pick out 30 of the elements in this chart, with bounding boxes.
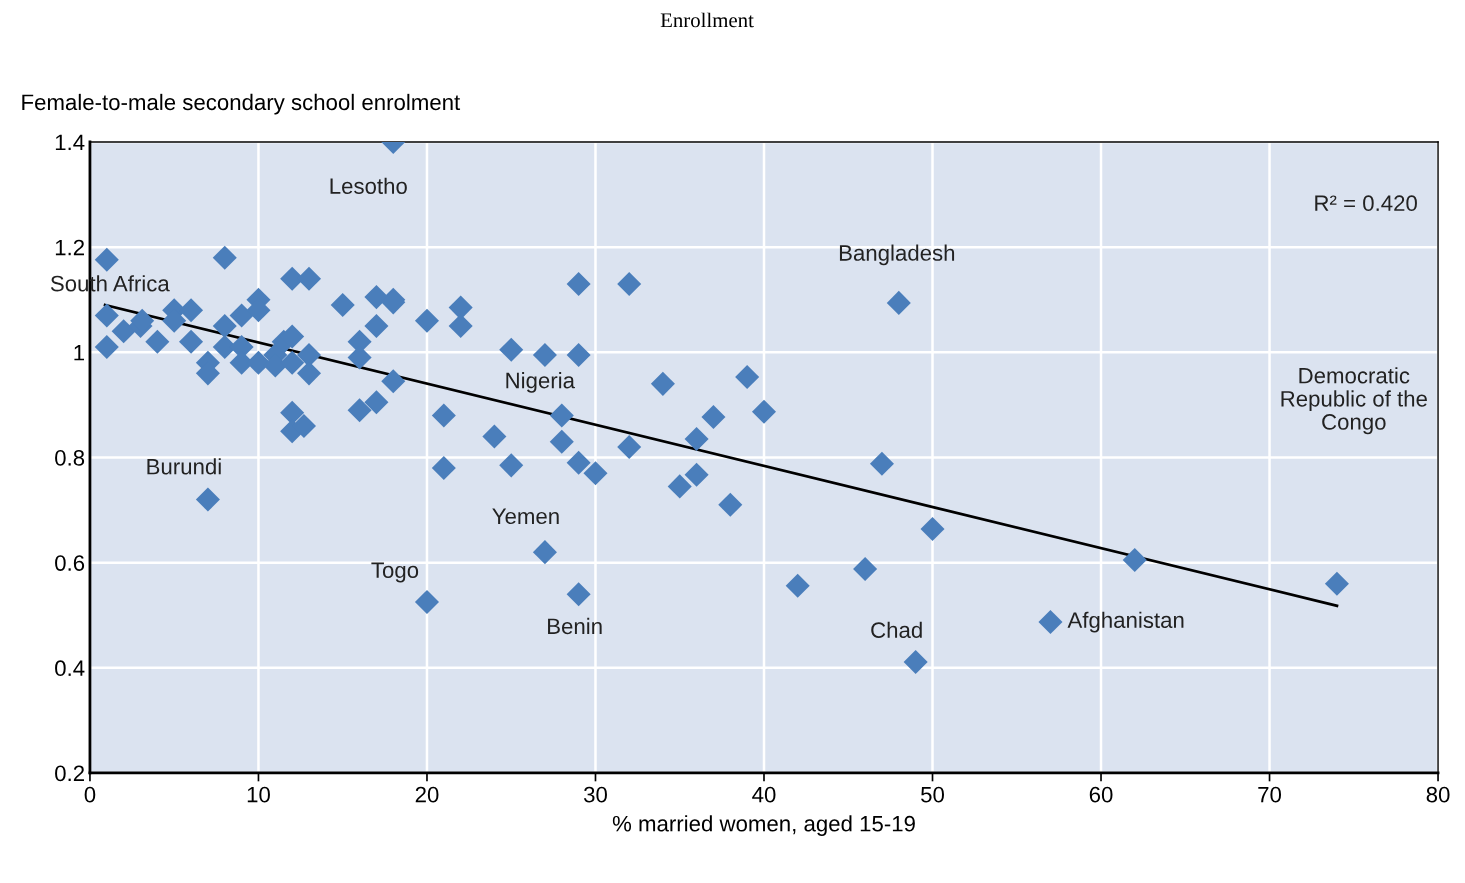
x-tick-label: 0 — [84, 786, 96, 803]
x-tick-label: 10 — [247, 786, 270, 803]
y-tick-label: 0.6 — [55, 555, 85, 571]
x-axis-title: % married women, aged 15-19 — [612, 815, 915, 836]
annotation: Togo — [371, 562, 419, 583]
x-tick-label: 30 — [583, 786, 607, 803]
annotation: Chad — [871, 621, 922, 638]
x-tick-label: 20 — [415, 786, 439, 803]
y-axis-title: Female-to-male secondary school enrolment — [22, 93, 461, 115]
x-tick-label: 80 — [1426, 786, 1450, 803]
chart-title: Enrollment — [660, 12, 754, 28]
y-tick-label: 1.4 — [55, 134, 85, 151]
annotation: Yemen — [492, 508, 559, 525]
annotation: Democratic Republic of the Congo — [1281, 367, 1427, 435]
annotation: Lesotho — [330, 177, 407, 194]
annotation: R² = 0.420 — [1315, 195, 1417, 212]
y-tick-label: 1.2 — [55, 239, 84, 256]
y-tick-label: 0.4 — [55, 660, 85, 677]
annotation: Bangladesh — [839, 244, 955, 266]
annotation: Nigeria — [506, 372, 575, 393]
annotation: Afghanistan — [1067, 611, 1184, 633]
y-tick-label: 1 — [74, 345, 85, 361]
annotation: Benin — [548, 617, 602, 635]
x-tick-label: 40 — [752, 786, 776, 803]
y-tick-label: 0.8 — [55, 450, 85, 466]
x-tick-label: 50 — [921, 786, 944, 803]
x-tick-label: 60 — [1089, 786, 1113, 803]
x-tick-label: 70 — [1258, 786, 1282, 803]
annotation: Burundi — [147, 458, 221, 475]
y-tick-label: 0.2 — [55, 765, 84, 782]
